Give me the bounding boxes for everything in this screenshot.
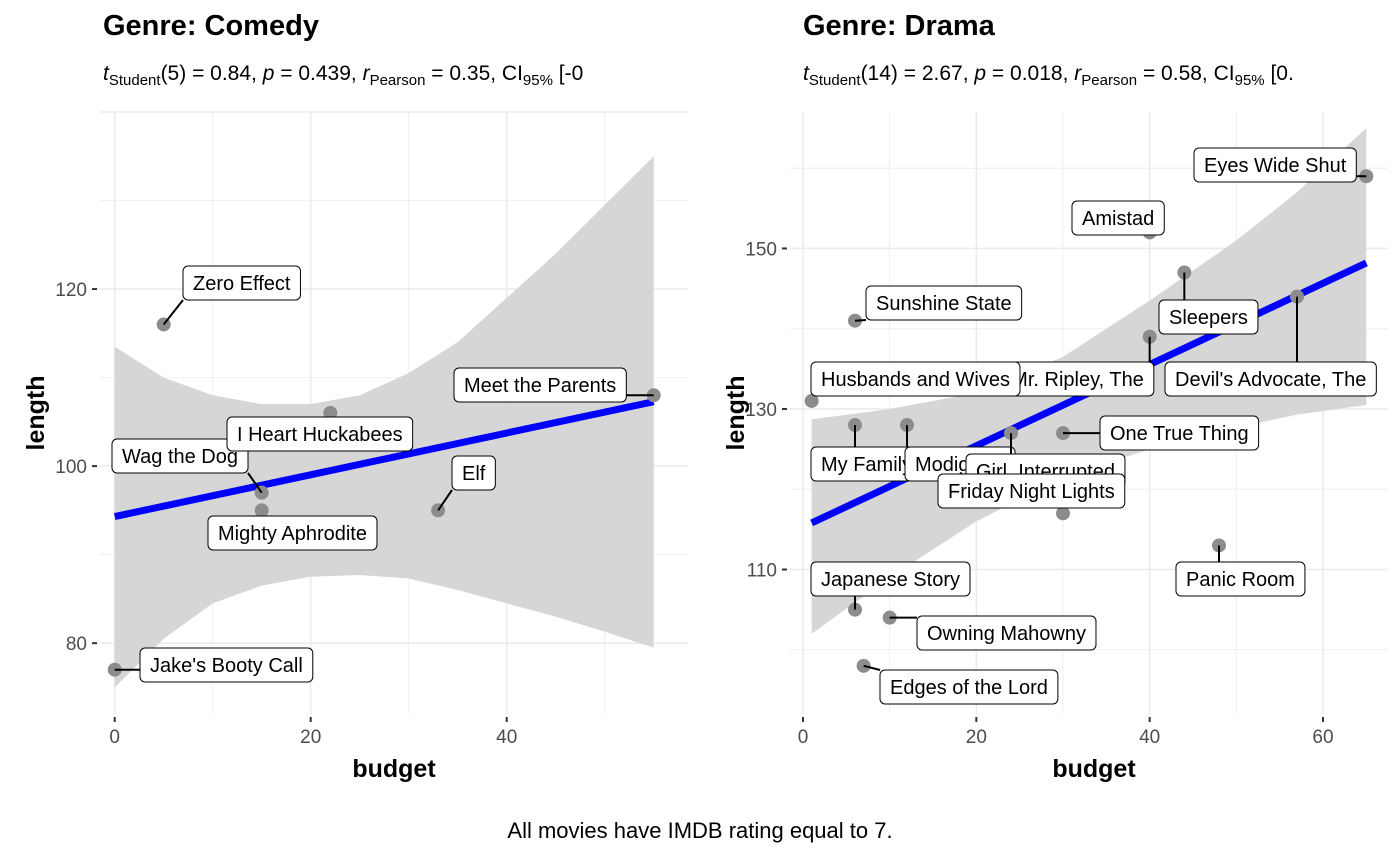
point-label-text: Panic Room (1186, 569, 1295, 591)
point-label-text: Sunshine State (876, 293, 1012, 315)
label-connector (863, 664, 881, 671)
data-point (254, 503, 269, 518)
regression-line (113, 398, 655, 521)
point-label: Japanese Story (810, 561, 971, 610)
point-label-box (451, 455, 496, 491)
point-label-text: Meet the Parents (464, 375, 616, 397)
point-label: I Heart Huckabees (226, 416, 414, 452)
point-label-text: Japanese Story (821, 569, 960, 591)
panel-subtitle-drama: tStudent(14) = 2.67, p = 0.018, rPearson… (803, 62, 1400, 89)
point-label-text: Jake's Booty Call (150, 655, 303, 677)
point-label-text: Wag the Dog (122, 446, 238, 468)
point-label-box (810, 561, 971, 597)
point-label-box (1193, 147, 1357, 183)
point-label: Mighty Aphrodite (207, 515, 378, 551)
point-label: Amistad (1071, 200, 1165, 236)
x-tick-label: 20 (966, 727, 987, 748)
point-label: Sunshine State (854, 285, 1023, 322)
y-tick-label: 150 (745, 239, 777, 260)
data-point (1056, 506, 1070, 521)
point-label-box (207, 515, 378, 551)
point-label-box (111, 438, 249, 474)
y-tick-label: 100 (55, 457, 87, 478)
point-label-text: Sleepers (1169, 307, 1248, 329)
y-axis-title: length (722, 376, 750, 451)
label-connector (437, 489, 453, 511)
point-label-box (879, 669, 1059, 705)
point-label-box (1071, 200, 1165, 236)
panel-title-comedy: Genre: Comedy (103, 10, 319, 42)
x-axis-title: budget (1052, 755, 1136, 783)
point-label: Husbands and Wives (810, 361, 1021, 397)
data-point (804, 393, 819, 408)
point-label-text: I Heart Huckabees (237, 424, 403, 446)
point-label-text: Eyes Wide Shut (1204, 155, 1347, 177)
point-label-text: Edges of the Lord (890, 677, 1048, 699)
label-connector (854, 319, 867, 322)
point-label-box (226, 416, 414, 452)
point-label-box (810, 361, 1021, 397)
point-label-box (453, 367, 627, 403)
y-tick-label: 120 (55, 280, 87, 301)
point-label: Wag the Dog (111, 438, 263, 494)
point-label: Meet the Parents (453, 367, 654, 403)
x-tick-label: 60 (1312, 727, 1333, 748)
point-label-text: Elf (462, 463, 486, 485)
point-label-box (139, 647, 314, 683)
point-label-box (1175, 561, 1306, 597)
point-label-box (916, 615, 1097, 651)
x-tick-label: 20 (300, 727, 321, 748)
point-label-text: Husbands and Wives (821, 369, 1010, 391)
point-label: My Family (810, 425, 923, 482)
x-axis-title: budget (352, 755, 436, 783)
point-label-text: Devil's Advocate, The (1175, 369, 1366, 391)
point-label-text: Mighty Aphrodite (218, 523, 367, 545)
point-label-text: Owning Mahowny (927, 623, 1086, 645)
point-label-box (182, 265, 301, 301)
x-tick-label: 40 (496, 727, 517, 748)
figure-caption: All movies have IMDB rating equal to 7. (507, 818, 893, 843)
label-connector (247, 472, 263, 494)
panel-subtitle-comedy: tStudent(5) = 0.84, p = 0.439, rPearson … (103, 62, 700, 89)
chart-panel-0: Jake's Booty Call Zero Effect Wag the Dog M… (22, 111, 688, 783)
point-label: Edges of the Lord (863, 664, 1059, 705)
y-tick-label: 130 (745, 400, 777, 421)
y-tick-label: 110 (747, 561, 777, 582)
point-label: Owning Mahowny (889, 615, 1097, 651)
point-label-box (865, 285, 1023, 321)
chart-panel-1: Eyes Wide Shut Amistad Sleepers Sunshine St… (722, 112, 1388, 783)
point-label-box (937, 473, 1126, 509)
point-label-box (1164, 361, 1377, 397)
point-label-text: Zero Effect (193, 273, 291, 295)
label-connector (162, 299, 184, 326)
x-tick-label: 40 (1139, 727, 1160, 748)
point-label: One True Thing (1063, 415, 1260, 451)
point-label-box (1099, 415, 1260, 451)
point-label: Elf (437, 455, 496, 511)
x-tick-label: 0 (109, 727, 120, 748)
y-axis-title: length (22, 376, 50, 451)
y-tick-label: 80 (66, 634, 87, 655)
point-label: Jake's Booty Call (114, 647, 314, 683)
point-label: Zero Effect (162, 265, 301, 326)
point-label-box (1158, 299, 1259, 335)
panel-title-drama: Genre: Drama (803, 10, 995, 42)
point-label-text: Friday Night Lights (948, 481, 1115, 503)
point-label-text: Amistad (1082, 208, 1154, 230)
point-label-text: One True Thing (1110, 423, 1249, 445)
point-label: Devil's Advocate, The (1164, 296, 1377, 397)
point-label: Eyes Wide Shut (1193, 147, 1367, 183)
x-tick-label: 0 (798, 727, 809, 748)
point-label-text: My Family (821, 454, 912, 476)
point-label: Panic Room (1175, 545, 1306, 597)
point-label: Friday Night Lights (937, 473, 1126, 509)
point-label: Sleepers (1158, 272, 1259, 335)
